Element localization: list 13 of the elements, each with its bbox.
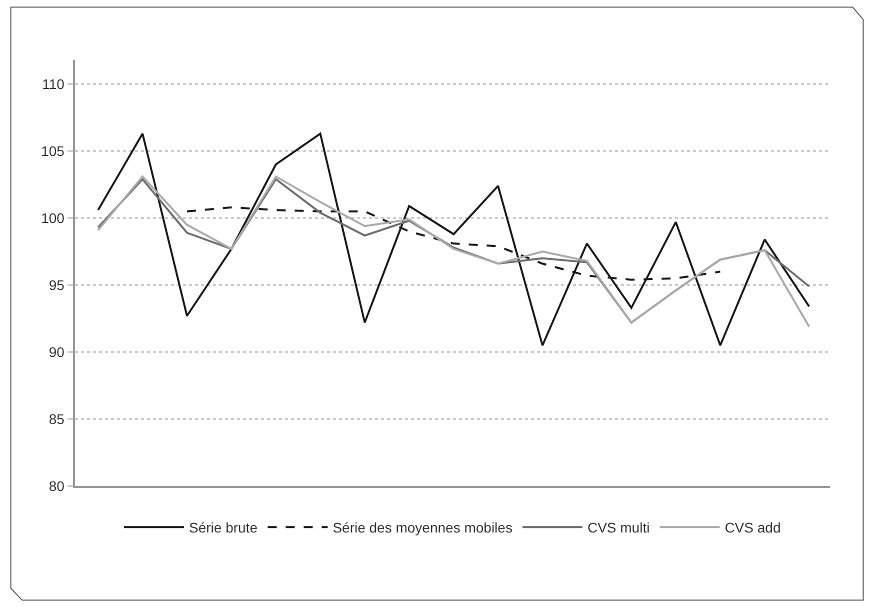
y-tick-label: 85 bbox=[48, 410, 65, 427]
y-tick-label: 90 bbox=[48, 344, 65, 360]
legend-label: Série brute bbox=[189, 520, 258, 536]
legend-label: CVS add bbox=[724, 520, 781, 536]
y-tick-label: 100 bbox=[41, 210, 65, 226]
legend-label: Série des moyennes mobiles bbox=[332, 520, 512, 536]
y-tick-label: 95 bbox=[48, 276, 65, 293]
y-tick-label: 105 bbox=[41, 142, 65, 159]
y-tick-label: 80 bbox=[48, 478, 65, 494]
line-series bbox=[97, 132, 810, 346]
line-series bbox=[186, 206, 722, 281]
legend-label: CVS multi bbox=[587, 520, 650, 536]
y-tick-label: 110 bbox=[42, 76, 65, 92]
